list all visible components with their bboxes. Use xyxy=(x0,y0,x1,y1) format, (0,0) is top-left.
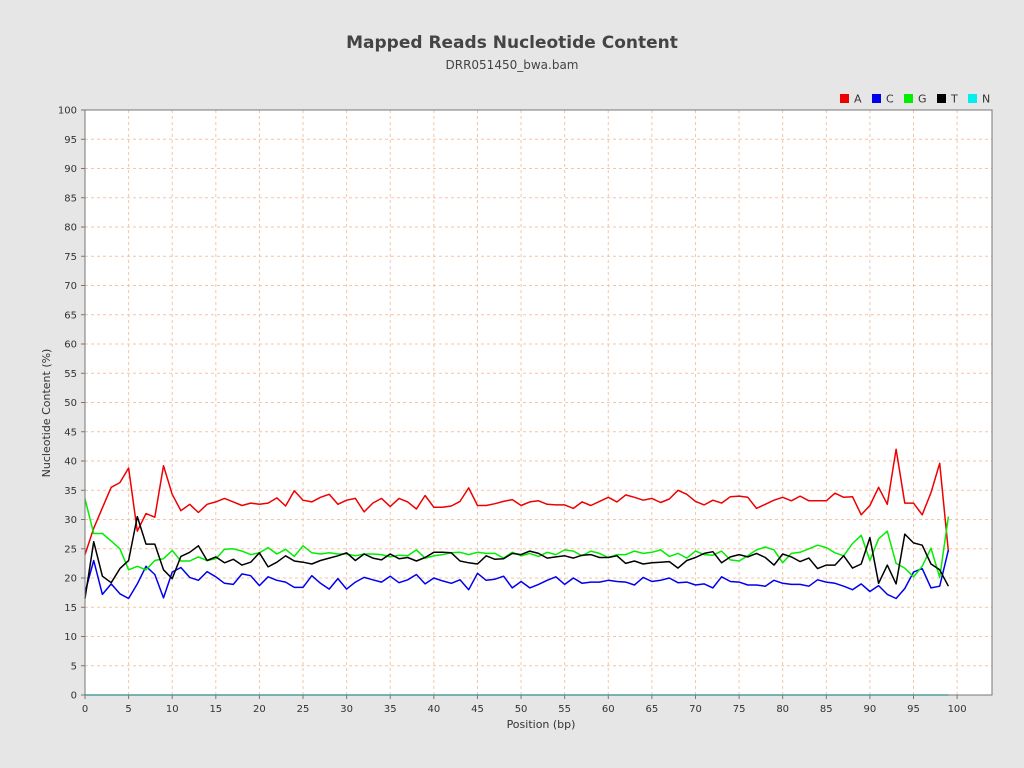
legend-swatch-c xyxy=(872,94,881,103)
x-tick-label: 65 xyxy=(646,704,659,715)
x-tick-label: 25 xyxy=(297,704,310,715)
x-tick-label: 30 xyxy=(340,704,353,715)
y-tick-label: 10 xyxy=(64,632,77,643)
y-tick-label: 90 xyxy=(64,164,77,175)
y-tick-label: 55 xyxy=(64,369,77,380)
y-tick-label: 20 xyxy=(64,574,77,585)
y-tick-label: 15 xyxy=(64,603,77,614)
x-tick-label: 50 xyxy=(515,704,528,715)
x-tick-label: 0 xyxy=(82,704,88,715)
legend-swatch-t xyxy=(937,94,946,103)
x-tick-label: 40 xyxy=(427,704,440,715)
y-tick-label: 100 xyxy=(58,106,77,117)
y-tick-label: 50 xyxy=(64,398,77,409)
y-tick-label: 60 xyxy=(64,340,77,351)
x-tick-label: 20 xyxy=(253,704,266,715)
y-tick-label: 65 xyxy=(64,310,77,321)
x-tick-label: 35 xyxy=(384,704,397,715)
legend-swatch-g xyxy=(904,94,913,103)
y-tick-label: 5 xyxy=(71,661,77,672)
y-tick-label: 95 xyxy=(64,135,77,146)
y-tick-label: 70 xyxy=(64,281,77,292)
x-tick-label: 80 xyxy=(776,704,789,715)
x-tick-label: 55 xyxy=(558,704,571,715)
x-tick-label: 15 xyxy=(209,704,222,715)
y-tick-label: 80 xyxy=(64,223,77,234)
y-tick-label: 35 xyxy=(64,486,77,497)
legend-label-c: C xyxy=(886,93,894,106)
series-line-c xyxy=(84,549,950,600)
legend-swatch-a xyxy=(840,94,849,103)
x-tick-label: 5 xyxy=(125,704,131,715)
legend-label-a: A xyxy=(854,93,862,106)
y-tick-label: 25 xyxy=(64,544,77,555)
y-tick-label: 45 xyxy=(64,427,77,438)
x-axis-ticks: 0 5 10 15 20 25 30 35 40 45 50 55 60 65 70 75 80 85 90 95 10… xyxy=(82,695,967,715)
y-axis-ticks: 0 5 10 15 20 25 30 35 40 45 50 55 60 65 70 75 80 85 90 95 10… xyxy=(58,106,85,702)
legend-swatch-n xyxy=(968,94,977,103)
x-tick-label: 75 xyxy=(733,704,746,715)
legend-label-n: N xyxy=(982,93,990,106)
x-tick-label: 85 xyxy=(820,704,833,715)
legend-label-t: T xyxy=(950,93,958,106)
y-tick-label: 0 xyxy=(71,691,77,702)
y-tick-label: 85 xyxy=(64,193,77,204)
y-tick-label: 30 xyxy=(64,515,77,526)
x-tick-label: 10 xyxy=(166,704,179,715)
x-tick-label: 70 xyxy=(689,704,702,715)
x-tick-label: 95 xyxy=(907,704,920,715)
chart-title: Mapped Reads Nucleotide Content xyxy=(346,33,678,53)
x-tick-label: 100 xyxy=(948,704,967,715)
x-tick-label: 90 xyxy=(864,704,877,715)
y-tick-label: 75 xyxy=(64,252,77,263)
legend-label-g: G xyxy=(918,93,927,106)
series-line-a xyxy=(84,448,950,555)
x-tick-label: 45 xyxy=(471,704,484,715)
y-axis-label: Nucleotide Content (%) xyxy=(40,349,53,478)
y-tick-label: 40 xyxy=(64,457,77,468)
x-tick-label: 60 xyxy=(602,704,615,715)
chart-subtitle: DRR051450_bwa.bam xyxy=(446,58,579,72)
series-line-t xyxy=(84,515,950,599)
x-axis-label: Position (bp) xyxy=(507,718,576,731)
